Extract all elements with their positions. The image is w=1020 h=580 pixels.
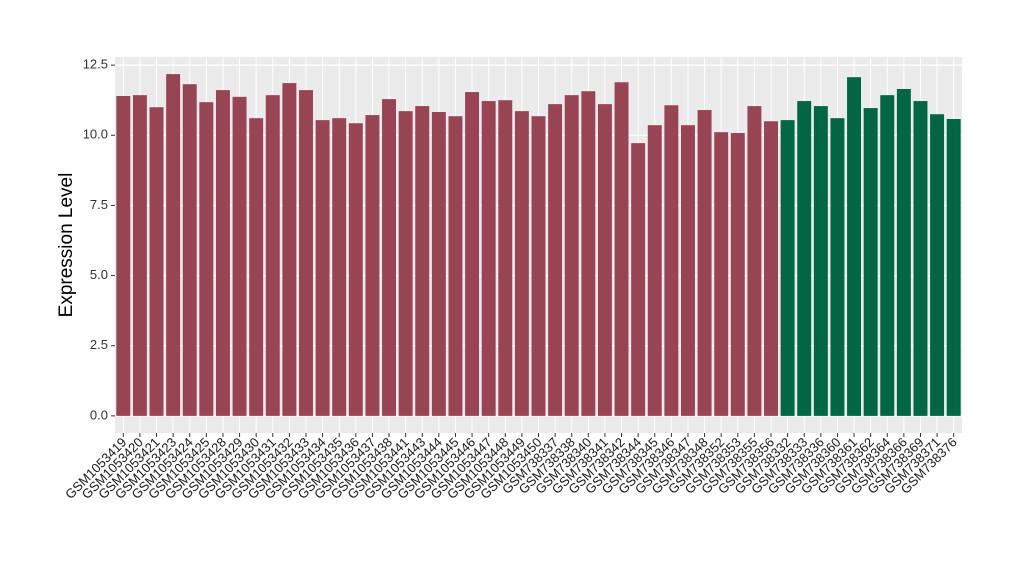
- bar: [913, 101, 928, 416]
- bar: [149, 107, 164, 416]
- y-axis-label: Expression Level: [56, 173, 77, 318]
- y-tick-label: 12.5: [83, 57, 108, 72]
- bar: [647, 125, 662, 416]
- bar: [365, 115, 380, 416]
- bar: [764, 121, 778, 416]
- bar: [199, 102, 214, 416]
- bar: [282, 83, 297, 416]
- bar: [431, 111, 446, 416]
- bar: [830, 118, 845, 416]
- bar: [581, 91, 596, 416]
- bar: [548, 104, 563, 416]
- bar: [232, 96, 247, 416]
- bar: [348, 123, 363, 416]
- bar: [514, 111, 529, 416]
- bar: [249, 118, 264, 416]
- y-tick-label: 2.5: [90, 337, 108, 352]
- y-tick-label: 7.5: [90, 197, 108, 212]
- bar: [747, 106, 762, 416]
- bar: [631, 143, 646, 416]
- bar: [265, 95, 280, 416]
- bar: [465, 92, 480, 416]
- bar: [930, 114, 945, 416]
- bar: [315, 120, 330, 416]
- bar: [880, 95, 895, 416]
- bar: [415, 106, 430, 416]
- bar: [614, 82, 629, 416]
- bar: [697, 110, 712, 416]
- bar: [863, 108, 878, 416]
- bar: [597, 104, 612, 416]
- bar: [448, 116, 463, 416]
- bar: [182, 84, 197, 416]
- bar: [531, 116, 546, 416]
- bar: [116, 96, 131, 416]
- bar: [714, 132, 729, 416]
- bar: [166, 74, 181, 416]
- bar: [946, 119, 961, 416]
- bar: [299, 90, 313, 416]
- bar: [332, 118, 347, 416]
- bar: [680, 125, 695, 416]
- bar: [797, 101, 812, 416]
- y-tick-label: 10.0: [83, 127, 108, 142]
- bar: [664, 105, 679, 416]
- bar: [730, 133, 745, 416]
- bar: [564, 95, 579, 416]
- bar: [132, 95, 147, 416]
- y-tick-label: 0.0: [90, 407, 108, 422]
- bar: [896, 88, 911, 416]
- bar: [780, 120, 795, 416]
- bar: [382, 99, 397, 416]
- bar: [215, 90, 230, 416]
- bar: [847, 77, 862, 416]
- bar: [498, 100, 513, 416]
- bar: [481, 101, 496, 416]
- y-tick-label: 5.0: [90, 267, 108, 282]
- bar: [813, 106, 828, 416]
- bar: [398, 111, 413, 416]
